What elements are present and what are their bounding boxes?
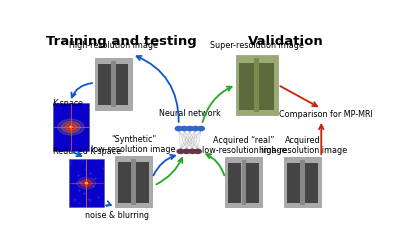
Circle shape (192, 126, 199, 131)
Bar (132, 159, 136, 205)
Bar (136, 162, 148, 203)
Text: Training and testing: Training and testing (46, 35, 197, 48)
Bar (254, 58, 260, 112)
Circle shape (81, 180, 92, 187)
Circle shape (62, 122, 80, 133)
Bar (242, 160, 246, 205)
Text: K-space: K-space (53, 99, 84, 108)
Circle shape (58, 119, 84, 135)
Text: Acquired
high-resolution image: Acquired high-resolution image (258, 136, 347, 155)
Text: Neural network: Neural network (159, 109, 221, 118)
Bar (246, 163, 259, 204)
Bar (284, 157, 321, 207)
Bar (228, 163, 241, 204)
Bar (111, 61, 116, 107)
Circle shape (198, 126, 204, 131)
Text: Validation: Validation (248, 35, 324, 48)
Text: "Synthetic"
low-resolution image: "Synthetic" low-resolution image (92, 135, 176, 154)
Circle shape (183, 149, 190, 153)
Circle shape (181, 126, 188, 131)
Bar (300, 160, 305, 205)
Bar (118, 162, 131, 203)
Text: High-resolution image: High-resolution image (69, 41, 158, 50)
Circle shape (186, 126, 193, 131)
Bar (95, 58, 132, 109)
Text: Acquired “real”
low-resolution image: Acquired “real” low-resolution image (202, 136, 286, 155)
Bar (236, 55, 278, 115)
Circle shape (68, 125, 74, 129)
Circle shape (189, 149, 196, 153)
Text: Comparison for MP-MRI: Comparison for MP-MRI (279, 110, 373, 119)
Text: noise & blurring: noise & blurring (85, 211, 149, 220)
Bar (287, 163, 300, 204)
Bar (259, 62, 274, 110)
Bar (115, 156, 152, 207)
Circle shape (65, 124, 76, 130)
Bar (98, 64, 111, 105)
Circle shape (175, 126, 182, 131)
Text: Super-resolution image: Super-resolution image (210, 41, 304, 50)
Bar (225, 157, 262, 207)
Circle shape (194, 149, 201, 153)
Bar (69, 159, 104, 207)
Bar (239, 62, 254, 110)
Circle shape (177, 149, 184, 153)
Text: Reduced K-space: Reduced K-space (53, 147, 121, 156)
Circle shape (70, 126, 72, 128)
Circle shape (77, 178, 96, 189)
Circle shape (86, 183, 87, 184)
Circle shape (84, 182, 89, 185)
Bar (53, 103, 89, 151)
Bar (304, 163, 318, 204)
Bar (116, 64, 128, 105)
